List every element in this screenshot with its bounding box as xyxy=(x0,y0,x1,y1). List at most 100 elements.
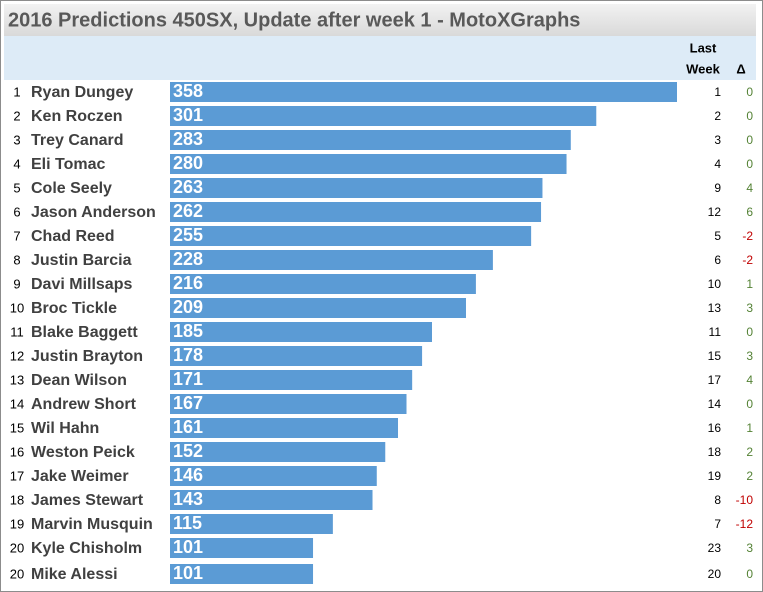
rider-name: Cole Seely xyxy=(31,180,112,197)
delta: 0 xyxy=(746,109,753,123)
last-week: 11 xyxy=(709,325,722,339)
bar xyxy=(170,418,399,438)
rank: 2 xyxy=(13,108,20,123)
rank: 7 xyxy=(13,228,20,243)
bar-value: 301 xyxy=(173,105,203,125)
rank: 1 xyxy=(13,84,20,99)
bar-value: 101 xyxy=(173,563,203,583)
bar-value: 280 xyxy=(173,153,203,173)
rider-name: Kyle Chisholm xyxy=(31,540,142,557)
bar xyxy=(170,442,386,462)
bar xyxy=(170,106,597,126)
rank: 11 xyxy=(10,324,24,339)
rank: 19 xyxy=(10,516,24,531)
rank: 5 xyxy=(13,180,20,195)
delta: 3 xyxy=(746,349,753,363)
last-week: 7 xyxy=(714,517,721,531)
rider-name: Mike Alessi xyxy=(31,566,118,583)
last-week: 6 xyxy=(714,253,721,267)
bar-value: 255 xyxy=(173,225,203,245)
bar xyxy=(170,394,407,414)
rider-name: Eli Tomac xyxy=(31,156,105,173)
rider-name: Marvin Musquin xyxy=(31,516,153,533)
rank: 15 xyxy=(10,420,24,435)
bar-value: 146 xyxy=(173,465,203,485)
bar-value: 263 xyxy=(173,177,203,197)
delta: 3 xyxy=(746,541,753,555)
last-week: 3 xyxy=(714,133,721,147)
last-week: 2 xyxy=(714,109,721,123)
bar-value: 115 xyxy=(173,513,202,533)
rank: 20 xyxy=(10,566,24,581)
bar-value: 178 xyxy=(173,345,203,365)
rank: 18 xyxy=(10,492,24,507)
delta: 3 xyxy=(746,301,753,315)
delta: 0 xyxy=(746,85,753,99)
delta: 4 xyxy=(746,373,753,387)
rider-name: Ryan Dungey xyxy=(31,84,133,101)
delta: 4 xyxy=(746,181,753,195)
delta: 2 xyxy=(746,469,753,483)
delta: 6 xyxy=(746,205,753,219)
bar-value: 161 xyxy=(173,417,203,437)
rider-name: Jason Anderson xyxy=(31,204,156,221)
rank: 6 xyxy=(13,204,20,219)
rank: 14 xyxy=(10,396,24,411)
rider-name: Weston Peick xyxy=(31,444,135,461)
header-label: Week xyxy=(686,61,720,76)
rank: 17 xyxy=(10,468,24,483)
last-week: 12 xyxy=(708,205,722,219)
rider-name: Chad Reed xyxy=(31,228,115,245)
last-week: 20 xyxy=(708,567,722,581)
last-week: 9 xyxy=(714,181,721,195)
last-week: 14 xyxy=(708,397,722,411)
bar xyxy=(170,178,543,198)
rank: 20 xyxy=(10,540,24,555)
last-week: 8 xyxy=(714,493,721,507)
last-week: 23 xyxy=(708,541,722,555)
chart-title: 2016 Predictions 450SX, Update after wee… xyxy=(8,9,580,31)
rider-name: Justin Barcia xyxy=(31,252,132,269)
bar-value: 167 xyxy=(173,393,203,413)
rider-name: Andrew Short xyxy=(31,396,137,413)
bar-value: 262 xyxy=(173,201,203,221)
rank: 12 xyxy=(10,348,24,363)
bar xyxy=(170,564,314,584)
last-week: 18 xyxy=(708,445,722,459)
rider-name: Dean Wilson xyxy=(31,372,127,389)
last-week: 13 xyxy=(708,301,722,315)
bar xyxy=(170,466,377,486)
bar xyxy=(170,538,314,558)
bar-value: 228 xyxy=(173,249,203,269)
header-label: Last xyxy=(690,40,717,55)
rank: 10 xyxy=(10,300,24,315)
header-label: Δ xyxy=(736,61,745,76)
bar xyxy=(170,250,493,270)
bar xyxy=(170,226,532,246)
delta: 1 xyxy=(746,421,753,435)
bar-value: 216 xyxy=(173,273,203,293)
last-week: 17 xyxy=(708,373,722,387)
bar xyxy=(170,82,677,102)
rider-name: Justin Brayton xyxy=(31,348,143,365)
title-bar xyxy=(4,4,756,36)
delta: 0 xyxy=(746,397,753,411)
bar-value: 283 xyxy=(173,129,203,149)
bar-value: 171 xyxy=(173,369,203,389)
delta: 0 xyxy=(746,133,753,147)
rank: 8 xyxy=(13,252,20,267)
delta: 0 xyxy=(746,157,753,171)
bar-value: 143 xyxy=(173,489,203,509)
last-week: 1 xyxy=(714,85,721,99)
bar-value: 101 xyxy=(173,537,203,557)
rider-name: Davi Millsaps xyxy=(31,276,132,293)
last-week: 16 xyxy=(708,421,722,435)
delta: -10 xyxy=(736,493,754,507)
bar xyxy=(170,130,571,150)
last-week: 19 xyxy=(708,469,722,483)
bar xyxy=(170,202,542,222)
delta: -2 xyxy=(742,253,753,267)
delta: 0 xyxy=(746,325,753,339)
rider-name: Jake Weimer xyxy=(31,468,129,485)
